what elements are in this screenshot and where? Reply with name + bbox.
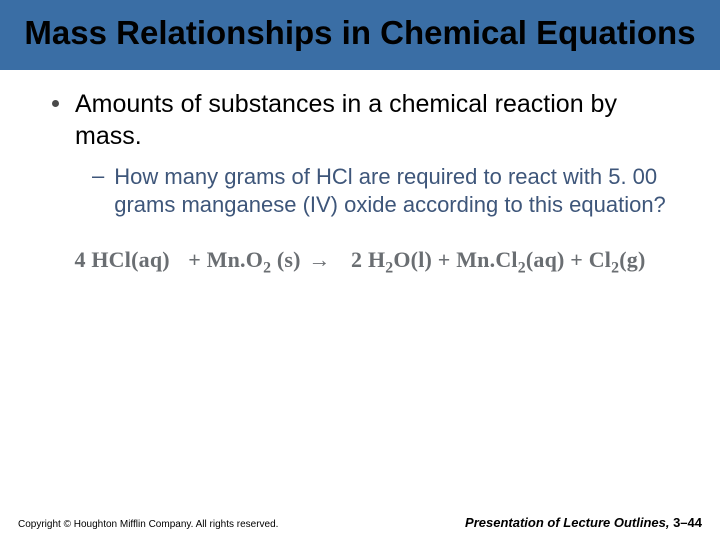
- page-title: Mass Relationships in Chemical Equations: [20, 14, 700, 52]
- eq-plus-3: +: [570, 247, 583, 272]
- eq-hcl: HCl(aq): [91, 247, 169, 272]
- eq-h: H: [368, 247, 385, 272]
- eq-sub-3: 2: [518, 260, 526, 277]
- content-area: Amounts of substances in a chemical reac…: [0, 70, 720, 273]
- eq-ol: O(l): [393, 247, 432, 272]
- sub-bullet-text: How many grams of HCl are required to re…: [114, 163, 680, 219]
- eq-coef-2: 2: [351, 247, 362, 272]
- bullet-level1: Amounts of substances in a chemical reac…: [40, 88, 680, 153]
- chemical-equation: 4 HCl(aq) + Mn.O2 (s) → 2 H2O(l) + Mn.Cl…: [74, 247, 645, 272]
- eq-mn2: Mn: [456, 247, 489, 272]
- eq-cl: Cl: [495, 247, 517, 272]
- title-band: Mass Relationships in Chemical Equations: [0, 0, 720, 70]
- eq-sub-1: 2: [263, 260, 271, 277]
- pres-page: 3–44: [673, 515, 702, 530]
- pres-italic: Presentation of Lecture Outlines,: [465, 515, 673, 530]
- eq-plus-1: +: [188, 247, 201, 272]
- eq-cl2: Cl: [589, 247, 611, 272]
- bullet-level2: – How many grams of HCl are required to …: [40, 163, 680, 219]
- eq-mn: Mn: [207, 247, 240, 272]
- eq-plus-2: +: [438, 247, 451, 272]
- equation-block: 4 HCl(aq) + Mn.O2 (s) → 2 H2O(l) + Mn.Cl…: [40, 247, 680, 273]
- eq-state-s: (s): [277, 247, 301, 272]
- presentation-label: Presentation of Lecture Outlines, 3–44: [465, 515, 702, 530]
- eq-state-aq: (aq): [526, 247, 565, 272]
- eq-o: O: [246, 247, 263, 272]
- footer: Copyright © Houghton Mifflin Company. Al…: [0, 507, 720, 540]
- eq-coef-1: 4: [74, 247, 85, 272]
- eq-state-g: (g): [619, 247, 645, 272]
- arrow-icon: →: [306, 247, 332, 273]
- dash-icon: –: [92, 163, 104, 189]
- bullet-text: Amounts of substances in a chemical reac…: [75, 88, 680, 153]
- copyright-text: Copyright © Houghton Mifflin Company. Al…: [18, 519, 278, 530]
- bullet-dot-icon: [52, 100, 59, 107]
